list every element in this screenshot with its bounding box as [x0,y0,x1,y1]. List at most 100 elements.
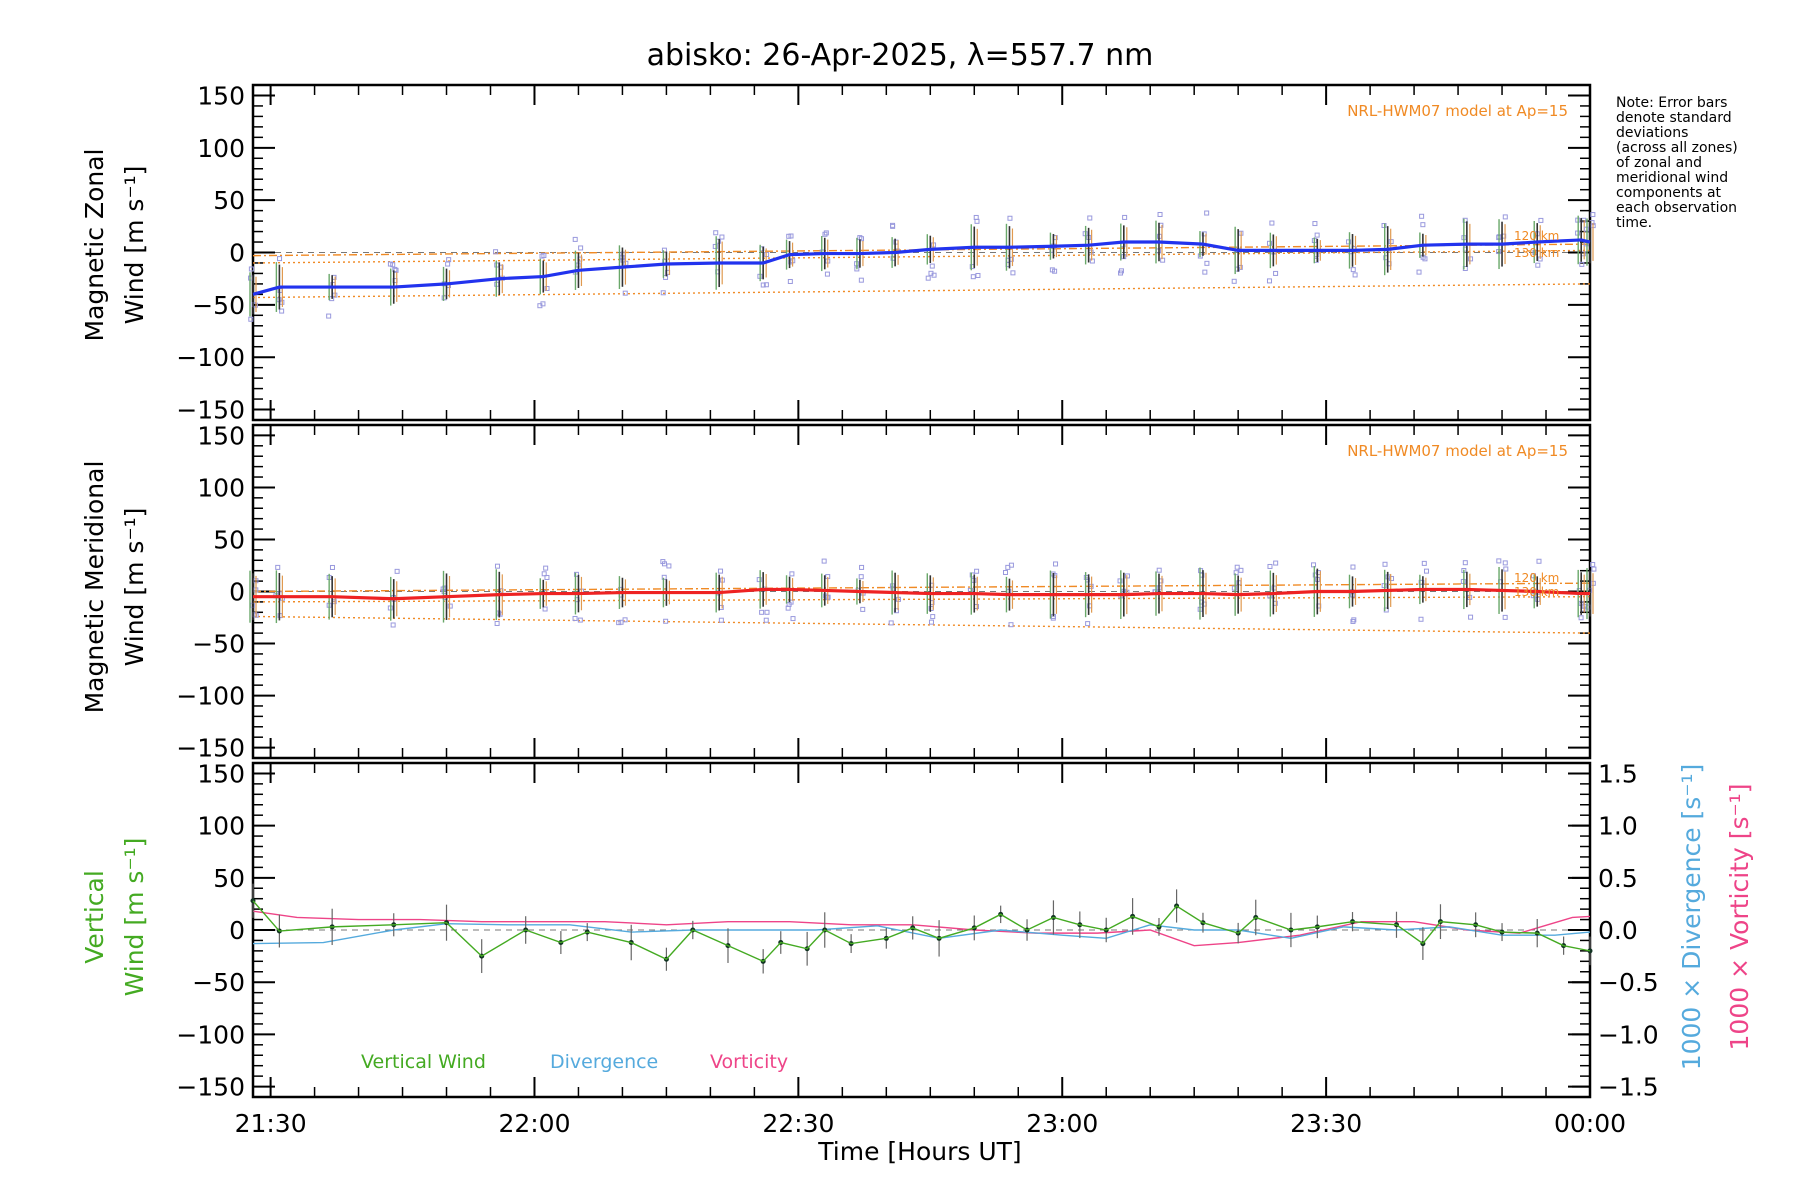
zone-sample [544,574,550,580]
zone-sample [572,615,578,621]
divergence-line [252,923,1591,945]
y2-tick-label: −1.5 [1598,1073,1659,1102]
zone-sample [1204,260,1210,266]
y2-tick-label: 1.0 [1598,812,1638,841]
zone-sample [787,278,793,284]
zone-sample [890,223,896,229]
zone-sample [390,262,396,268]
note-block: Note: Error bars denote standard deviati… [1616,95,1738,231]
zone-sample [1590,212,1596,218]
zone-sample [930,614,936,620]
zone-sample [1269,220,1275,226]
note-line: each observation [1616,200,1737,216]
zone-sample [1231,278,1237,284]
zone-sample [1266,278,1272,284]
zone-sample [393,267,399,273]
zone-sample [447,603,453,609]
zone-sample [616,620,622,626]
zone-sample [1314,232,1320,238]
zone-sample [1502,560,1508,566]
zone-sample [578,245,584,251]
zone-sample [1266,240,1272,246]
zone-sample [1579,261,1585,267]
zone-sample [1273,560,1279,566]
zone-sample [974,218,980,224]
zone-sample [1008,622,1014,628]
zone-sample [1530,593,1536,599]
y2-tick-label: 0.0 [1598,916,1638,945]
zonal-wind-line [252,238,1591,296]
zone-sample [858,574,864,580]
y2-tick-label: −0.5 [1598,968,1659,997]
model-line [252,283,1591,299]
zone-sample [858,277,864,283]
zonal-km-upper: 120 km [1514,229,1559,243]
zone-sample [888,620,894,626]
zone-sample [329,564,335,570]
zone-sample [1231,585,1237,591]
zone-sample [1538,217,1544,223]
zone-sample [1418,616,1424,622]
legend-divergence: Divergence [550,1051,658,1073]
zone-sample [975,272,981,278]
y-tick-label: 100 [197,134,245,163]
divergence-y2label: 1000 × Divergence [s⁻¹] [1677,764,1706,1071]
zone-sample [392,266,398,272]
zone-sample [1156,567,1162,573]
note-line: of zonal and [1616,155,1702,171]
zone-sample [860,606,866,612]
zone-sample [1234,564,1240,570]
zone-sample [823,230,829,236]
zone-sample [1350,267,1356,273]
zone-sample [1536,558,1542,564]
zonal-model-label: NRL-HWM07 model at Ap=15 [1347,102,1568,120]
zone-sample [859,564,865,570]
y-tick-label: −50 [192,968,245,997]
zonal-km-lower: 130 km [1514,246,1559,260]
zone-sample [543,565,549,571]
y-tick-label: 100 [197,812,245,841]
vertical-ylabel-1: Vertical [80,870,109,964]
zone-sample [1233,570,1239,576]
y-tick-label: 50 [213,864,245,893]
x-tick-label: 22:00 [498,1109,570,1138]
note-line: deviations [1616,125,1688,141]
zone-sample [1421,560,1427,566]
y-tick-label: −100 [176,343,245,372]
zone-sample [718,617,724,623]
zone-sample [1496,558,1502,564]
zone-sample [445,261,451,267]
zone-sample [661,561,667,567]
meridional-wind-line [253,587,1590,601]
zone-sample [822,231,828,237]
y-tick-label: 50 [213,186,245,215]
y-tick-label: −150 [176,396,245,425]
zone-sample [719,234,725,240]
zone-sample [1350,618,1356,624]
zone-sample [928,619,934,625]
zone-sample [494,563,500,569]
zone-sample [1468,614,1474,620]
zonal-ylabel-1: Magnetic Zonal [80,149,109,342]
zone-sample [1346,239,1352,245]
zone-sample [824,271,830,277]
y2-tick-label: 1.5 [1598,759,1638,788]
zone-sample [821,558,827,564]
y-tick-label: 0 [229,916,245,945]
zonal-ylabel-2: Wind [m s⁻¹] [120,166,149,325]
y-tick-label: −100 [176,1020,245,1049]
meridional-ylabel-1: Magnetic Meridional [80,461,109,714]
zone-sample [1157,211,1163,217]
note-line: time. [1616,215,1652,231]
zone-sample [390,622,396,628]
zone-sample [1502,614,1508,620]
zone-sample [1049,267,1055,273]
zone-sample [1535,262,1541,268]
zone-sample [1089,258,1095,264]
zone-sample [493,249,499,255]
zone-sample [1423,568,1429,574]
zone-sample [1005,564,1011,570]
zone-sample [1502,214,1508,220]
zone-sample [790,616,796,622]
zone-sample [1053,561,1059,567]
